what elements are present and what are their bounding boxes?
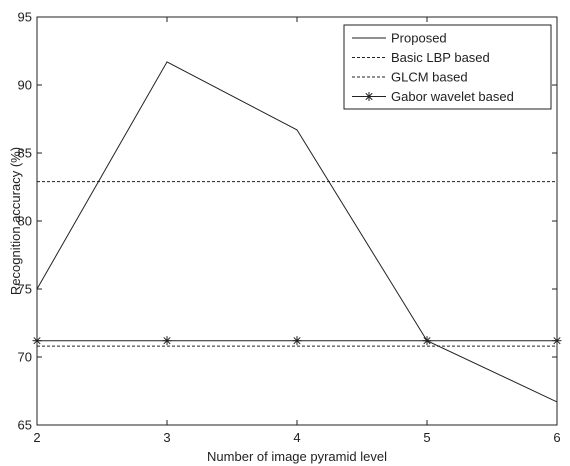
- x-tick-label: 4: [293, 430, 300, 445]
- y-tick-label: 85: [18, 146, 32, 161]
- series-line-proposed: [36, 61, 558, 403]
- data-point-gabor-wavelet-based: [292, 336, 302, 346]
- legend-label-proposed: Proposed: [391, 31, 447, 46]
- x-tick-label: 6: [553, 430, 560, 445]
- legend-label-glcm-based: GLCM based: [391, 70, 468, 85]
- legend-label-gabor-wavelet-based: Gabor wavelet based: [391, 89, 514, 104]
- y-tick-label: 80: [18, 214, 32, 229]
- legend-box: [343, 24, 552, 110]
- data-point-gabor-wavelet-based: [32, 336, 42, 346]
- data-point-gabor-wavelet-based: [552, 336, 562, 346]
- data-point-gabor-wavelet-based: [162, 336, 172, 346]
- x-tick-label: 5: [423, 430, 430, 445]
- y-tick-label: 70: [18, 350, 32, 365]
- y-axis-label: Recognition accuracy (%): [8, 147, 23, 295]
- legend-marker-gabor-wavelet-based: [364, 92, 374, 101]
- y-tick-label: 95: [18, 10, 32, 25]
- x-tick-label: 2: [33, 430, 40, 445]
- y-tick-label: 75: [18, 282, 32, 297]
- x-tick-label: 3: [163, 430, 170, 445]
- y-tick-label: 65: [18, 418, 32, 433]
- y-tick-label: 90: [18, 78, 32, 93]
- x-axis-label: Number of image pyramid level: [207, 449, 387, 464]
- data-point-gabor-wavelet-based: [422, 336, 432, 346]
- legend-label-basic-lbp-based: Basic LBP based: [391, 50, 490, 65]
